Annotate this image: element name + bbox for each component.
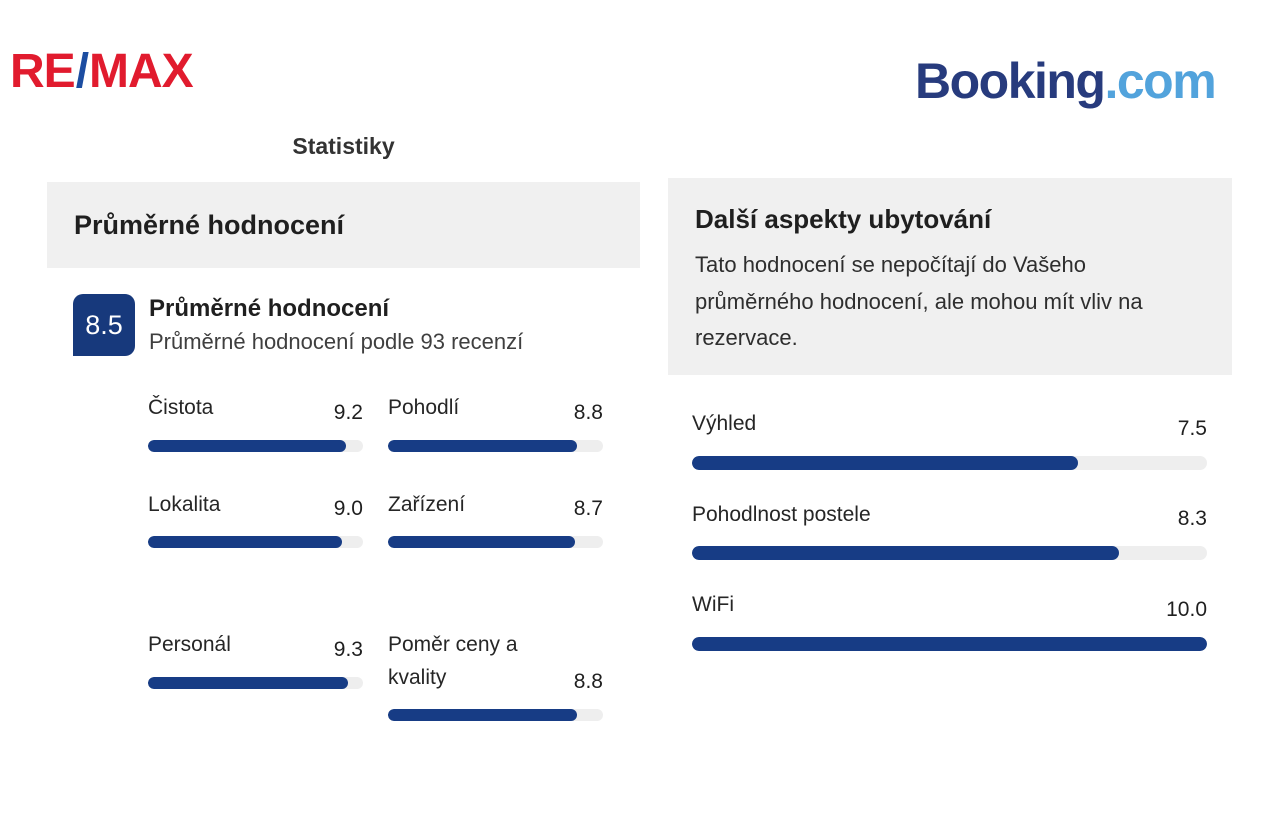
rating-bar-track	[148, 676, 363, 689]
rating-bar-track	[692, 636, 1207, 651]
category-score: 9.0	[333, 497, 363, 521]
rating-bar-fill	[388, 439, 578, 452]
other-aspects-section-header: Další aspekty ubytování Tato hodnocení s…	[668, 178, 1232, 375]
overall-rating-subtitle: Průměrné hodnocení podle 93 recenzí	[149, 329, 524, 354]
rating-bar-track	[692, 546, 1207, 561]
aspect-score: 10.0	[1166, 597, 1207, 621]
aspect-label: Výhled	[692, 412, 757, 435]
rating-bar-track	[148, 439, 363, 452]
category-score-line: Personál 9.3	[148, 629, 363, 662]
overall-rating-title: Průměrné hodnocení	[149, 295, 390, 322]
category-row-pomer-ceny-a-kvality: Poměr ceny a kvality 8.8	[388, 629, 603, 722]
aspect-row-pohodlnost-postele: Pohodlnost postele 8.3	[692, 499, 1207, 561]
category-score-line: Poměr ceny a kvality 8.8	[388, 629, 603, 694]
overall-rating-texts: Průměrné hodnocení Průměrné hodnocení po…	[149, 294, 523, 355]
category-score: 8.8	[573, 670, 603, 694]
category-label: Lokalita	[148, 492, 221, 516]
average-rating-header-label: Průměrné hodnocení	[74, 209, 345, 240]
rating-bar-track	[388, 709, 603, 722]
rating-bar-track	[692, 455, 1207, 470]
category-label: Zařízení	[388, 492, 466, 516]
category-score: 8.8	[573, 400, 603, 424]
rating-bar-fill	[148, 439, 346, 452]
booking-logo: Booking.com	[915, 52, 1217, 110]
rating-bar-fill	[148, 536, 342, 549]
category-score: 9.2	[333, 400, 363, 424]
category-score-line: Zařízení 8.7	[388, 489, 603, 522]
rating-bar-fill	[388, 536, 576, 549]
aspect-score: 7.5	[1177, 416, 1207, 440]
rating-bar-track	[388, 536, 603, 549]
category-ratings-grid: Čistota 9.2 Pohodlí 8.8 Lokalita 9.0	[148, 392, 603, 722]
category-label: Poměr ceny a kvality	[388, 633, 518, 689]
aspect-label: WiFi	[692, 593, 734, 617]
rating-bar-fill	[692, 546, 1120, 561]
rating-bar-fill	[692, 455, 1079, 470]
category-label: Pohodlí	[388, 396, 460, 419]
rating-bar-fill	[148, 676, 348, 689]
rating-bar-track	[388, 439, 603, 452]
remax-logo-max: MAX	[89, 45, 194, 98]
remax-logo: RE/MAX	[10, 44, 194, 99]
aspect-score: 8.3	[1177, 507, 1207, 531]
other-aspects-list: Výhled 7.5 Pohodlnost postele 8.3 WiFi 1…	[692, 408, 1207, 680]
aspect-score-line: Výhled 7.5	[692, 408, 1207, 441]
category-score: 8.7	[573, 497, 603, 521]
booking-logo-booking: Booking	[915, 53, 1106, 109]
average-rating-section-header: Průměrné hodnocení	[47, 182, 640, 268]
rating-bar-track	[148, 536, 363, 549]
category-label: Čistota	[148, 396, 214, 419]
aspect-label: Pohodlnost postele	[692, 502, 871, 526]
category-row-personal: Personál 9.3	[148, 629, 363, 721]
other-aspects-header-label: Další aspekty ubytování	[695, 204, 992, 234]
aspect-row-wifi: WiFi 10.0	[692, 589, 1207, 651]
other-aspects-description: Tato hodnocení se nepočítají do Vašeho p…	[695, 252, 1143, 351]
category-score-line: Čistota 9.2	[148, 392, 363, 425]
aspect-score-line: Pohodlnost postele 8.3	[692, 499, 1207, 532]
category-score-line: Lokalita 9.0	[148, 489, 363, 522]
aspect-row-vyhled: Výhled 7.5	[692, 408, 1207, 470]
booking-logo-com: .com	[1104, 53, 1216, 109]
page-title: Statistiky	[292, 133, 395, 159]
remax-logo-re: RE	[10, 45, 76, 98]
category-row-zarizeni: Zařízení 8.7	[388, 489, 603, 549]
rating-bar-fill	[388, 709, 578, 722]
category-row-lokalita: Lokalita 9.0	[148, 489, 363, 549]
overall-rating: 8.5 Průměrné hodnocení Průměrné hodnocen…	[73, 294, 523, 356]
category-score-line: Pohodlí 8.8	[388, 392, 603, 425]
category-row-pohodli: Pohodlí 8.8	[388, 392, 603, 452]
category-row-cistota: Čistota 9.2	[148, 392, 363, 452]
category-score: 9.3	[333, 637, 363, 661]
aspect-score-line: WiFi 10.0	[692, 589, 1207, 622]
category-label: Personál	[148, 633, 231, 657]
overall-score-badge: 8.5	[73, 294, 135, 356]
rating-bar-fill	[692, 636, 1207, 651]
remax-logo-slash: /	[75, 45, 89, 98]
